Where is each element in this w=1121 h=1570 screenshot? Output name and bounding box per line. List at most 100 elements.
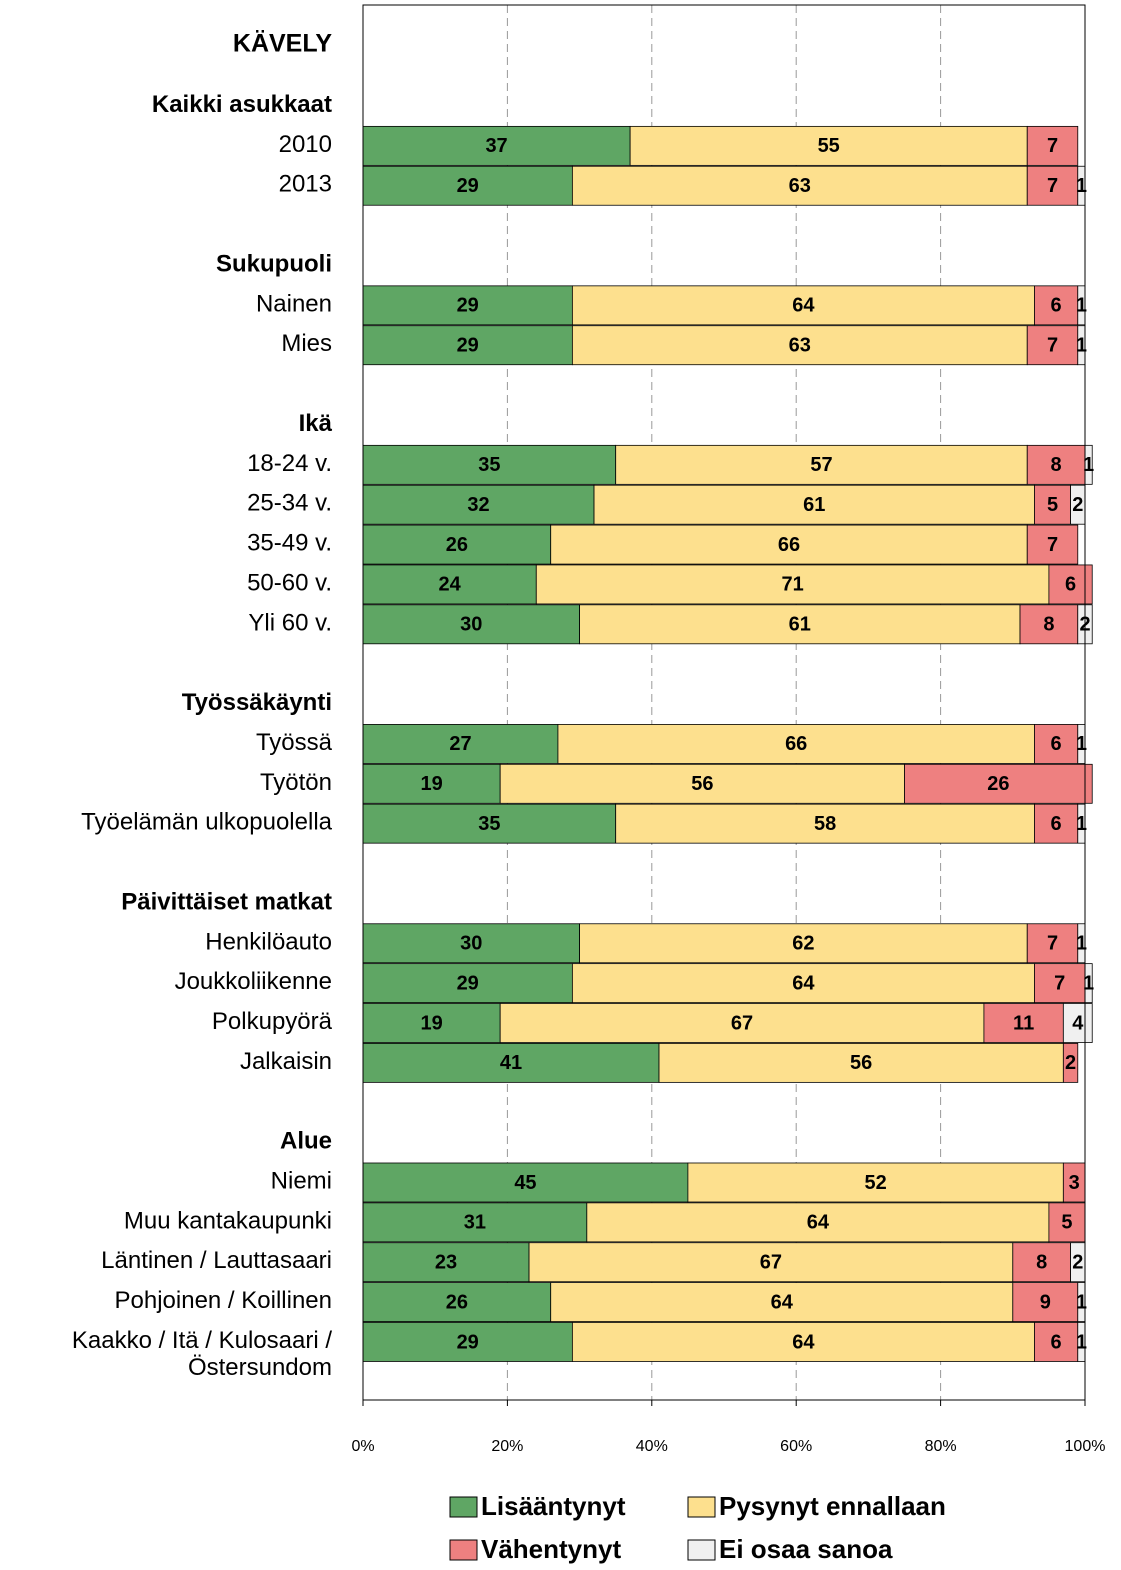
data-label: 67 — [731, 1012, 753, 1034]
data-label: 62 — [792, 933, 814, 955]
data-label: 2 — [1072, 494, 1083, 516]
data-label: 63 — [789, 335, 811, 357]
data-label: 71 — [781, 574, 803, 596]
data-label: 29 — [457, 1331, 479, 1353]
bar-segment — [1034, 963, 1086, 1004]
data-label: 1 — [1083, 972, 1094, 994]
group-header: Alue — [280, 1128, 332, 1155]
bar-segment — [904, 763, 1093, 804]
bar-segment — [362, 1282, 552, 1322]
legend-label: Pysynyt ennallaan — [719, 1491, 946, 1521]
legend-label: Vähentynyt — [481, 1534, 621, 1564]
data-label: 66 — [778, 534, 800, 556]
data-label: 1 — [1076, 813, 1087, 835]
bar-segment — [571, 1322, 1035, 1362]
bar-segment — [362, 325, 573, 366]
bar-segment — [571, 165, 1028, 206]
data-label: 1 — [1076, 733, 1087, 755]
data-label: 26 — [987, 773, 1009, 795]
bar-segment — [528, 1242, 1014, 1283]
legend-label: Lisääntynyt — [481, 1491, 626, 1521]
bar-segment — [1034, 724, 1079, 764]
data-label: 1 — [1083, 454, 1094, 476]
data-label: 64 — [792, 972, 815, 994]
data-label: 41 — [500, 1052, 522, 1074]
group-header: Työssäkäynti — [182, 689, 332, 716]
data-label: 29 — [457, 335, 479, 357]
x-tick-label: 60% — [780, 1438, 812, 1455]
y-tick-label: 25-34 v. — [247, 490, 332, 517]
data-label: 61 — [789, 614, 811, 636]
data-label: 52 — [864, 1172, 886, 1194]
bar-segment — [535, 564, 1050, 605]
bar-segment — [362, 125, 631, 166]
data-label: 56 — [691, 773, 713, 795]
data-label: 61 — [803, 494, 825, 516]
y-tick-label: Pohjoinen / Koillinen — [115, 1287, 333, 1314]
bar-segment — [615, 444, 1028, 485]
legend-swatch — [687, 1496, 716, 1518]
data-label: 55 — [818, 135, 840, 157]
bar-segment — [1012, 1282, 1079, 1322]
group-header: Päivittäiset matkat — [121, 889, 332, 916]
y-tick-label: 35-49 v. — [247, 530, 332, 557]
data-label: 1 — [1076, 335, 1087, 357]
bar-segment — [362, 165, 573, 206]
data-label: 7 — [1047, 135, 1058, 157]
bar-segment — [1019, 604, 1079, 645]
data-label: 27 — [449, 733, 471, 755]
legend-swatch — [449, 1539, 478, 1561]
data-label: 7 — [1047, 175, 1058, 197]
bar-segment — [1062, 1042, 1079, 1083]
bar-segment — [586, 1202, 1050, 1243]
bar-segment — [571, 325, 1028, 366]
legend-swatch — [449, 1496, 478, 1518]
y-tick-label: Mies — [281, 331, 332, 358]
bar-segment — [629, 125, 1028, 166]
x-tick-label: 80% — [925, 1438, 957, 1455]
bar-segment — [1026, 325, 1079, 366]
bar-segment — [362, 763, 501, 804]
data-label: 35 — [478, 813, 500, 835]
data-label: 8 — [1036, 1252, 1047, 1274]
data-label: 23 — [435, 1252, 457, 1274]
y-tick-label: 50-60 v. — [247, 570, 332, 597]
bar-segment — [550, 1282, 1014, 1322]
x-tick-label: 20% — [491, 1438, 523, 1455]
bar-segment — [557, 724, 1035, 764]
y-tick-label: Työelämän ulkopuolella — [81, 809, 332, 836]
data-label: 6 — [1051, 1331, 1062, 1353]
data-label: 30 — [460, 614, 482, 636]
bar-segment — [1034, 484, 1071, 525]
data-label: 7 — [1047, 335, 1058, 357]
y-tick-label: Nainen — [256, 291, 332, 318]
bar-segment — [687, 1162, 1064, 1203]
bar-segment — [362, 524, 552, 565]
legend-label: Ei osaa sanoa — [719, 1534, 893, 1564]
data-label: 5 — [1047, 494, 1058, 516]
y-tick-label: Jalkaisin — [240, 1048, 332, 1075]
y-tick-label: Työssä — [256, 729, 333, 756]
group-header: Kaikki asukkaat — [152, 91, 332, 118]
bar-segment — [571, 285, 1035, 326]
data-label: 6 — [1051, 733, 1062, 755]
data-label: 37 — [485, 135, 507, 157]
bar-segment — [362, 963, 573, 1004]
data-label: 9 — [1040, 1291, 1051, 1313]
data-label: 5 — [1061, 1212, 1072, 1234]
data-label: 64 — [771, 1291, 794, 1313]
bar-segment — [550, 524, 1028, 565]
bar-segment — [362, 803, 617, 844]
data-label: 7 — [1047, 933, 1058, 955]
data-label: 7 — [1047, 534, 1058, 556]
bar-segment — [1026, 125, 1079, 166]
bar-segment — [1062, 1003, 1093, 1043]
group-header: Ikä — [299, 410, 333, 437]
y-tick-label: Yli 60 v. — [248, 610, 332, 637]
data-label: 29 — [457, 972, 479, 994]
bar-segment — [1034, 803, 1079, 844]
x-tick-label: 40% — [636, 1438, 668, 1455]
data-label: 67 — [760, 1252, 782, 1274]
bar-segment — [579, 604, 1021, 645]
bar-segment — [362, 923, 581, 964]
